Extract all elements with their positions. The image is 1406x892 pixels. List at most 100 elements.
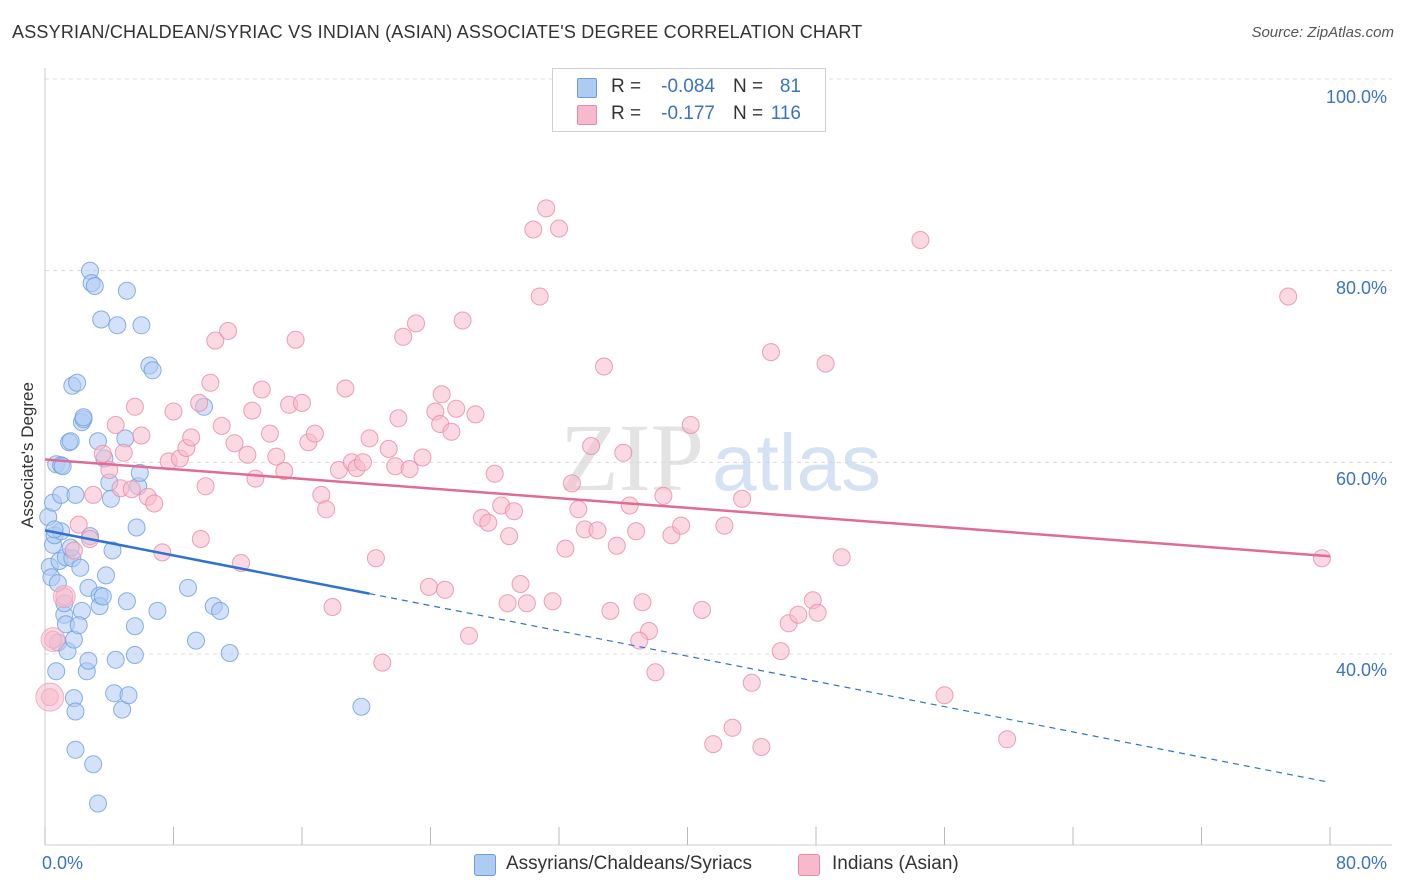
indian-point	[742, 673, 761, 692]
trend-lines	[44, 458, 1331, 784]
assyrian-point	[66, 485, 85, 504]
indian-point	[260, 424, 279, 443]
indian-point	[436, 580, 454, 599]
data-points	[35, 199, 1331, 813]
bottom-legend-label: Indians (Asian)	[832, 853, 959, 874]
assyrian-point	[103, 541, 122, 560]
indian-point	[466, 405, 485, 424]
indian-point	[588, 521, 607, 540]
x-tick-max: 80.0%	[1336, 853, 1388, 873]
assyrian-point	[211, 601, 230, 620]
indian-point-large	[40, 627, 66, 653]
indian-point	[354, 453, 372, 472]
indian-point-large	[35, 682, 65, 712]
assyrian-point	[66, 740, 85, 759]
y-tick-60: 60.0%	[1336, 469, 1388, 489]
assyrian-point	[97, 566, 115, 585]
legend-r-value: -0.177	[661, 103, 715, 124]
indian-trend-line	[44, 458, 1331, 558]
indian-point	[317, 500, 336, 519]
indian-point	[164, 402, 183, 421]
bottom-legend-swatch-blue	[474, 854, 496, 876]
indian-point	[633, 593, 652, 612]
legend-n-label: N =	[733, 103, 764, 124]
assyrian-point	[117, 592, 136, 611]
indian-point	[569, 500, 588, 519]
indian-point	[550, 219, 568, 238]
assyrian-point	[143, 361, 162, 380]
indian-point	[562, 474, 581, 493]
legend-r-label: R =	[611, 76, 642, 97]
indian-point	[789, 605, 808, 624]
indian-point	[693, 600, 711, 619]
indian-point	[460, 626, 478, 645]
indian-point	[64, 541, 83, 560]
indian-point	[219, 322, 238, 340]
indian-point	[373, 653, 392, 672]
assyrian-point	[187, 631, 205, 650]
indian-point	[196, 477, 215, 496]
indian-point	[114, 443, 133, 462]
assyrian-point	[79, 651, 98, 670]
watermark: ZIP atlas	[560, 404, 881, 511]
chart-title: ASSYRIAN/CHALDEAN/SYRIAC VS INDIAN (ASIA…	[12, 22, 863, 42]
assyrian-point	[68, 373, 87, 392]
indian-point	[505, 502, 523, 521]
indian-point	[145, 494, 164, 513]
indian-point	[517, 594, 536, 613]
indian-point	[715, 516, 734, 535]
indian-point	[191, 530, 210, 548]
assyrian-point	[93, 587, 112, 606]
indian-point	[479, 513, 498, 532]
assyrian-point	[92, 310, 111, 329]
indian-point	[323, 598, 342, 616]
indian-point	[762, 343, 780, 362]
y-tick-40: 40.0%	[1336, 660, 1388, 680]
indian-point	[646, 663, 665, 682]
indian-point	[201, 373, 220, 392]
indian-point	[413, 448, 432, 467]
indian-point	[752, 738, 771, 756]
indian-point	[816, 354, 835, 373]
indian-point	[808, 603, 827, 622]
indian-point	[485, 464, 504, 483]
indian-point	[293, 393, 311, 412]
indian-point	[394, 327, 413, 346]
indian-point	[998, 730, 1017, 749]
assyrian-point	[130, 463, 149, 482]
indian-point	[125, 397, 144, 416]
indian-point	[400, 460, 419, 478]
indian-point	[654, 486, 673, 505]
assyrian-trend-line	[44, 529, 370, 595]
bottom-legend-swatch-pink	[798, 854, 820, 876]
indian-point	[106, 416, 125, 434]
indian-point	[524, 220, 543, 239]
indian-point	[723, 718, 742, 737]
indian-point	[243, 401, 262, 420]
indian-point	[225, 434, 244, 453]
correlation-legend: R = -0.084 N = 81 R = -0.177 N = 116	[552, 68, 826, 132]
indian-point	[69, 515, 88, 534]
legend-n-value: 116	[770, 103, 801, 124]
indian-point	[530, 287, 549, 306]
assyrian-point	[84, 755, 103, 774]
indian-point	[252, 380, 271, 399]
assyrian-point	[45, 520, 64, 539]
indian-point	[122, 480, 141, 499]
legend-r-value: -0.084	[661, 76, 715, 97]
indian-point	[733, 489, 752, 508]
indian-point	[389, 409, 408, 428]
indian-point	[275, 462, 294, 480]
legend-swatch-pink	[577, 105, 597, 125]
assyrian-point	[117, 281, 136, 300]
assyrian-point	[179, 578, 197, 597]
indian-point	[627, 522, 646, 541]
assyrian-point	[352, 697, 371, 716]
legend-n-label: N =	[733, 76, 764, 97]
indian-point	[672, 516, 691, 535]
legend-r-label: R =	[611, 103, 642, 124]
assyrian-point	[125, 617, 144, 636]
indian-point	[620, 496, 639, 515]
indian-point	[442, 422, 461, 441]
